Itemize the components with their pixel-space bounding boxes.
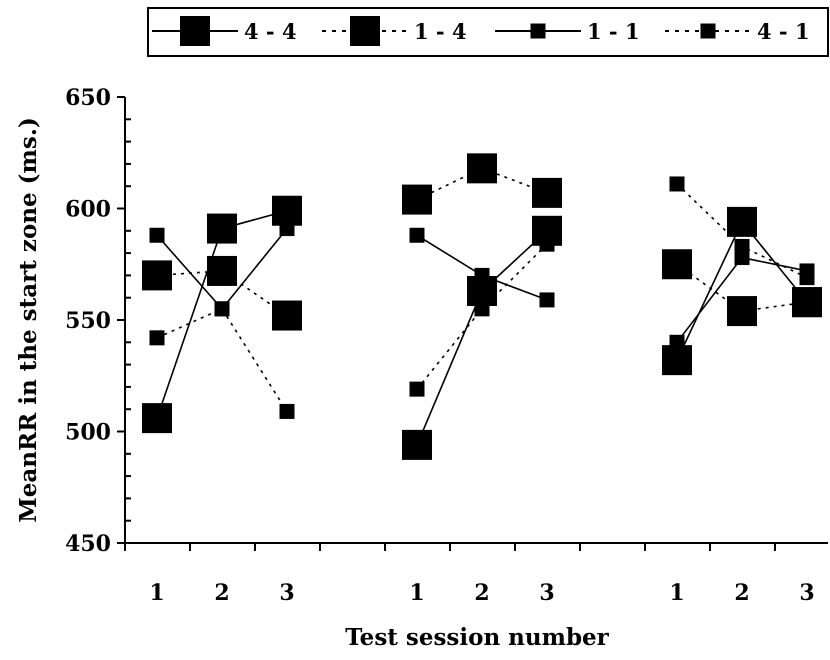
data-point	[402, 185, 432, 215]
y-tick-label: 600	[65, 197, 111, 223]
data-point	[410, 382, 425, 397]
legend-marker	[180, 16, 210, 46]
x-tick-label: 1	[149, 580, 164, 606]
data-point	[670, 176, 685, 191]
data-point	[727, 296, 757, 326]
axes: 450 500 550 600 650 1 2 3 1 2 3 1 2 3	[65, 85, 828, 606]
data-point	[540, 237, 555, 252]
x-tick-label: 2	[214, 580, 229, 606]
data-point	[410, 228, 425, 243]
legend-marker	[350, 16, 380, 46]
data-point	[150, 228, 165, 243]
data-point	[272, 301, 302, 331]
data-point	[280, 404, 295, 419]
series-line	[417, 244, 547, 389]
data-point	[142, 403, 172, 433]
data-point	[150, 330, 165, 345]
data-point	[662, 249, 692, 279]
legend: 4 - 4 1 - 4 1 - 1 4 - 1	[148, 8, 828, 56]
legend-entry: 1 - 1	[495, 19, 640, 44]
y-tick-label: 500	[65, 420, 111, 446]
data-point	[792, 287, 822, 317]
data-point	[467, 153, 497, 183]
data-point	[207, 214, 237, 244]
legend-entry: 4 - 1	[665, 19, 810, 44]
data-point	[475, 268, 490, 283]
legend-label: 4 - 1	[757, 19, 810, 44]
data-point	[142, 260, 172, 290]
legend-marker	[701, 24, 716, 39]
data-point	[207, 256, 237, 286]
x-tick-label: 3	[539, 580, 554, 606]
y-tick-label: 550	[65, 308, 111, 334]
data-point	[670, 335, 685, 350]
data-point	[280, 221, 295, 236]
legend-label: 4 - 4	[244, 19, 297, 44]
data-point	[215, 301, 230, 316]
x-tick-label: 1	[669, 580, 684, 606]
plot-area	[142, 153, 822, 460]
x-axis-label: Test session number	[345, 624, 609, 651]
data-point	[735, 239, 750, 254]
data-point	[727, 207, 757, 237]
data-point	[475, 301, 490, 316]
x-tick-label: 3	[799, 580, 814, 606]
legend-label: 1 - 1	[587, 19, 640, 44]
data-point	[540, 292, 555, 307]
x-tick-label: 3	[279, 580, 294, 606]
data-point	[800, 270, 815, 285]
y-tick-label: 650	[65, 85, 111, 111]
legend-entry: 4 - 4	[152, 16, 297, 46]
data-point	[402, 430, 432, 460]
x-tick-label: 2	[474, 580, 489, 606]
legend-marker	[531, 24, 546, 39]
y-axis-label: MeanRR in the start zone (ms.)	[15, 117, 42, 522]
y-tick-label: 450	[65, 531, 111, 557]
x-tick-label: 2	[734, 580, 749, 606]
legend-entry: 1 - 4	[322, 16, 467, 46]
series-line	[417, 231, 547, 445]
data-point	[532, 178, 562, 208]
legend-label: 1 - 4	[414, 19, 467, 44]
x-tick-label: 1	[409, 580, 424, 606]
